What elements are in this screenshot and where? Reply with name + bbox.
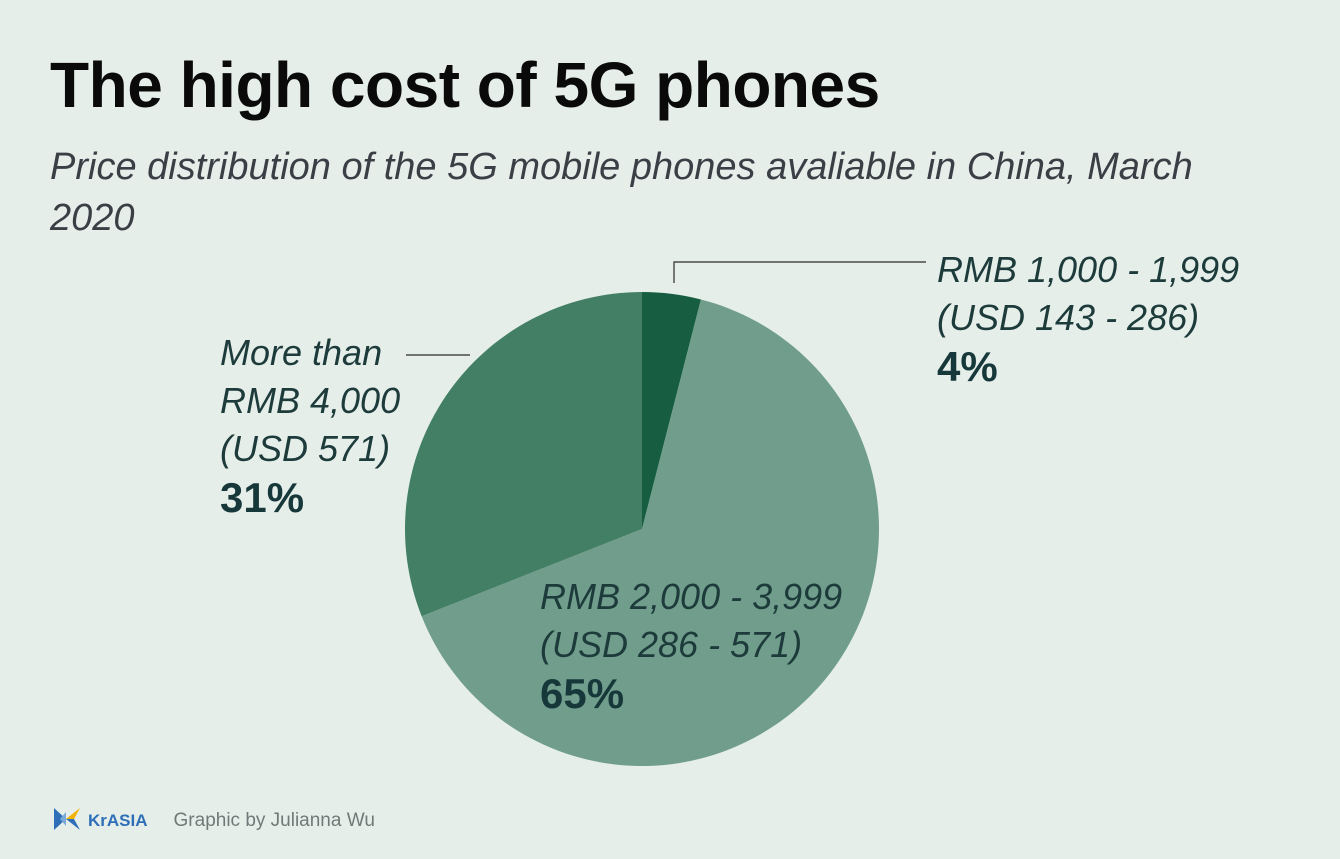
- slice-percent-label: 65%: [540, 670, 625, 717]
- krasia-logo-icon: [52, 804, 82, 839]
- logo-text: KrASIA: [88, 811, 148, 830]
- pie-slice-rmb-1000: [642, 292, 701, 529]
- pie-slice-rmb-2000: [421, 299, 879, 766]
- chart-title: The high cost of 5G phones: [50, 49, 880, 121]
- slice-label-rmb-1000: RMB 1,000 - 1,999 (USD 143 - 286) 4%: [937, 246, 1239, 392]
- slice-label-line: RMB 4,000: [220, 380, 401, 421]
- slice-percent-label: 4%: [937, 343, 998, 390]
- slice-label-line: RMB 1,000 - 1,999: [937, 249, 1240, 290]
- slice-label-line: (USD 571): [220, 428, 391, 469]
- slice-label-line: RMB 2,000 - 3,999: [540, 576, 843, 617]
- slice-label-line: More than: [220, 332, 383, 373]
- slice-label-line: (USD 286 - 571): [540, 624, 803, 665]
- slice-label-line: (USD 143 - 286): [937, 297, 1200, 338]
- credit-text: Graphic by Julianna Wu: [173, 810, 375, 831]
- pie-slice-rmb-4000: [405, 292, 642, 617]
- leader-line-rmb-1000: [673, 261, 926, 283]
- slice-label-rmb-4000: More than RMB 4,000 (USD 571) 31%: [220, 329, 400, 523]
- slice-label-rmb-2000: RMB 2,000 - 3,999 (USD 286 - 571) 65%: [540, 573, 842, 719]
- chart-subtitle: Price distribution of the 5G mobile phon…: [50, 146, 1193, 239]
- slice-percent-label: 31%: [220, 474, 305, 521]
- footer: KrASIA Graphic by Julianna Wu: [52, 805, 375, 837]
